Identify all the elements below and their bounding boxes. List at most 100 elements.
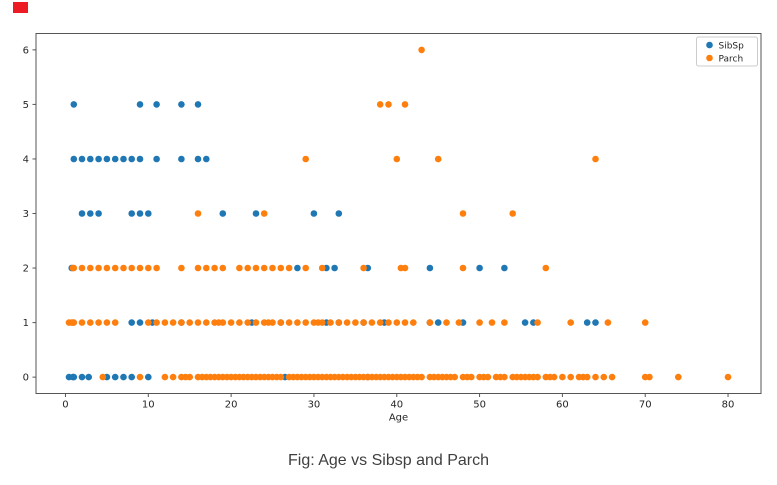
scatter-figure: 0 10 20 30 40 50 60 70 80 Age 0 1 2 3 4 5 6 SibSp Parch [23,33,762,424]
x-tick-label: 60 [556,400,569,411]
data-point [285,264,293,272]
data-point [675,373,682,381]
parch-points [65,46,732,381]
data-point [260,210,268,217]
y-tick-label: 3 [23,209,29,220]
data-point [128,319,135,326]
data-point [87,319,94,326]
data-point [120,264,127,272]
data-point [302,264,310,272]
data-point [434,319,442,326]
data-point [85,373,92,381]
data-point [145,319,152,326]
data-point [252,319,260,326]
legend-label-parch: Parch [719,55,744,65]
y-tick-label: 1 [23,318,29,329]
y-axis: 0 1 2 3 4 5 6 [23,45,36,384]
data-point [451,373,459,381]
data-point [203,319,210,326]
x-tick-label: 30 [308,400,321,411]
data-point [401,264,409,272]
data-point [302,319,310,326]
data-point [70,264,78,272]
data-point [145,264,152,272]
legend: SibSp Parch [696,36,758,67]
data-point [559,373,566,381]
data-point [244,264,251,272]
data-point [724,373,732,381]
data-point [169,319,177,326]
data-point [128,210,135,217]
legend-marker-parch [706,54,713,62]
data-point [592,319,599,326]
data-point [468,373,475,381]
data-point [219,264,227,272]
data-point [153,155,160,163]
data-point [252,210,260,217]
data-point [136,101,144,108]
data-point [426,319,434,326]
data-point [501,264,508,272]
data-point [194,264,202,272]
data-point [604,319,612,326]
data-point [78,373,86,381]
data-point [592,373,599,381]
data-point [488,319,496,326]
data-point [120,155,127,163]
data-point [476,264,483,272]
data-point [641,319,649,326]
data-point [401,101,409,108]
data-point [111,155,119,163]
data-point [302,155,310,163]
data-point [443,319,450,326]
data-point [186,319,193,326]
data-point [418,46,425,54]
data-point [509,210,516,217]
data-point [501,319,508,326]
x-tick-label: 20 [225,400,238,411]
data-point [426,264,434,272]
data-point [459,264,467,272]
data-point [534,319,541,326]
data-point [178,319,185,326]
data-point [376,319,384,326]
data-point [294,319,301,326]
data-point [136,373,144,381]
data-point [78,155,86,163]
data-point [646,373,653,381]
data-point [534,373,541,381]
data-point [70,319,78,326]
data-point [600,373,608,381]
data-point [277,319,285,326]
data-point [277,264,285,272]
data-point [459,210,467,217]
data-point [310,210,318,217]
data-point [410,319,417,326]
data-point [128,264,135,272]
x-tick-label: 50 [473,400,486,411]
data-point [78,210,86,217]
data-point [260,264,268,272]
data-point [99,373,107,381]
data-point [70,373,78,381]
data-point [194,210,202,217]
data-point [219,319,227,326]
data-point [343,319,351,326]
data-point [95,319,102,326]
figure-caption: Fig: Age vs Sibsp and Parch [288,452,489,469]
x-tick-label: 70 [639,400,652,411]
red-marker [13,2,28,13]
data-point [455,319,463,326]
data-point [194,101,202,108]
x-tick-label: 40 [390,400,403,411]
data-point [567,319,574,326]
data-point [318,264,326,272]
data-point [269,319,276,326]
data-point [476,319,483,326]
data-point [161,319,169,326]
data-point [385,319,392,326]
data-point [178,264,185,272]
data-point [567,373,574,381]
data-point [583,319,591,326]
data-point [153,319,160,326]
